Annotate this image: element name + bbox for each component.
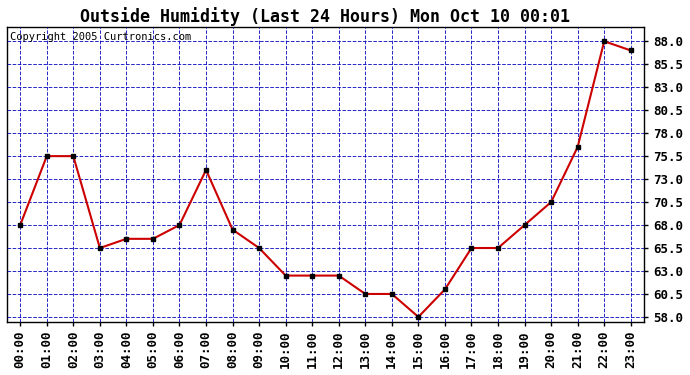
Title: Outside Humidity (Last 24 Hours) Mon Oct 10 00:01: Outside Humidity (Last 24 Hours) Mon Oct… [81, 7, 571, 26]
Text: Copyright 2005 Curtronics.com: Copyright 2005 Curtronics.com [10, 32, 191, 42]
